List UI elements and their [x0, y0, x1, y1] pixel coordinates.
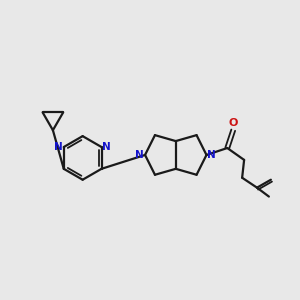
Text: O: O: [229, 118, 238, 128]
Text: N: N: [135, 150, 144, 160]
Text: N: N: [208, 150, 216, 160]
Text: N: N: [103, 142, 111, 152]
Text: N: N: [54, 142, 63, 152]
